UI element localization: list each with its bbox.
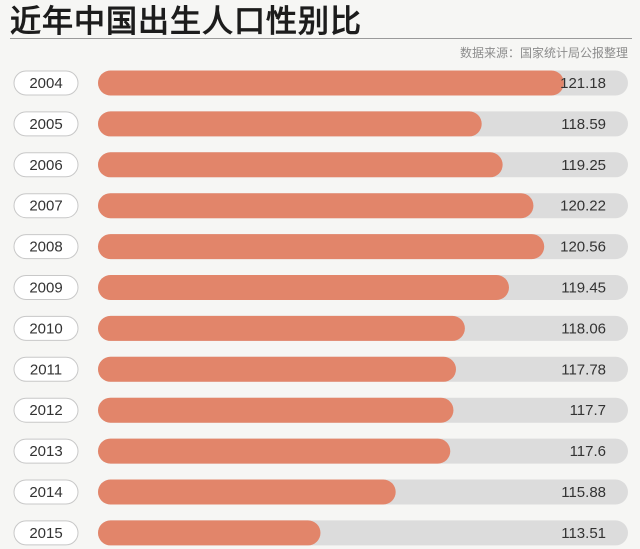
value-label: 115.88 bbox=[561, 484, 606, 501]
year-label: 2009 bbox=[29, 280, 62, 297]
value-label: 119.45 bbox=[561, 280, 606, 297]
value-label: 113.51 bbox=[561, 525, 606, 542]
value-label: 119.25 bbox=[561, 157, 606, 174]
year-pill bbox=[13, 438, 79, 464]
year-label: 2004 bbox=[29, 75, 62, 92]
value-label: 118.06 bbox=[561, 320, 606, 337]
year-label: 2012 bbox=[29, 402, 62, 419]
year-pill bbox=[13, 479, 79, 505]
year-pill bbox=[13, 70, 79, 96]
year-pill bbox=[13, 152, 79, 178]
bar bbox=[98, 275, 509, 300]
year-label: 2011 bbox=[30, 361, 62, 378]
value-label: 117.7 bbox=[570, 402, 606, 419]
year-pill bbox=[13, 520, 79, 546]
year-pill bbox=[13, 275, 79, 300]
chart-title: 近年中国出生人口性别比 bbox=[10, 4, 362, 40]
year-pill bbox=[13, 397, 79, 423]
bar bbox=[98, 234, 545, 260]
year-pill bbox=[13, 193, 79, 219]
data-source-note: 数据来源：国家统计局公报整理 bbox=[459, 46, 628, 60]
year-pill bbox=[13, 315, 79, 341]
bar bbox=[98, 193, 534, 219]
bar bbox=[98, 70, 564, 96]
year-pill bbox=[13, 234, 79, 260]
year-label: 2013 bbox=[29, 443, 62, 460]
value-label: 118.59 bbox=[561, 116, 606, 133]
bar bbox=[98, 397, 454, 423]
year-label: 2006 bbox=[29, 157, 62, 174]
bar bbox=[98, 438, 451, 464]
value-label: 121.18 bbox=[560, 75, 606, 92]
year-label: 2010 bbox=[29, 320, 62, 337]
title-divider bbox=[10, 38, 632, 39]
value-label: 120.22 bbox=[560, 198, 606, 215]
value-label: 120.56 bbox=[560, 239, 606, 256]
bar bbox=[98, 315, 465, 341]
year-label: 2005 bbox=[29, 116, 62, 133]
year-label: 2015 bbox=[29, 525, 62, 542]
bar bbox=[98, 520, 321, 546]
year-pill bbox=[13, 111, 79, 137]
year-label: 2008 bbox=[29, 239, 62, 256]
year-pill bbox=[13, 356, 79, 382]
bar bbox=[98, 152, 503, 178]
value-label: 117.78 bbox=[561, 361, 606, 378]
year-label: 2007 bbox=[29, 198, 62, 215]
value-label: 117.6 bbox=[570, 443, 606, 460]
bar bbox=[98, 111, 482, 137]
bar bbox=[98, 356, 456, 382]
bar bbox=[98, 479, 396, 505]
year-label: 2014 bbox=[29, 484, 62, 501]
